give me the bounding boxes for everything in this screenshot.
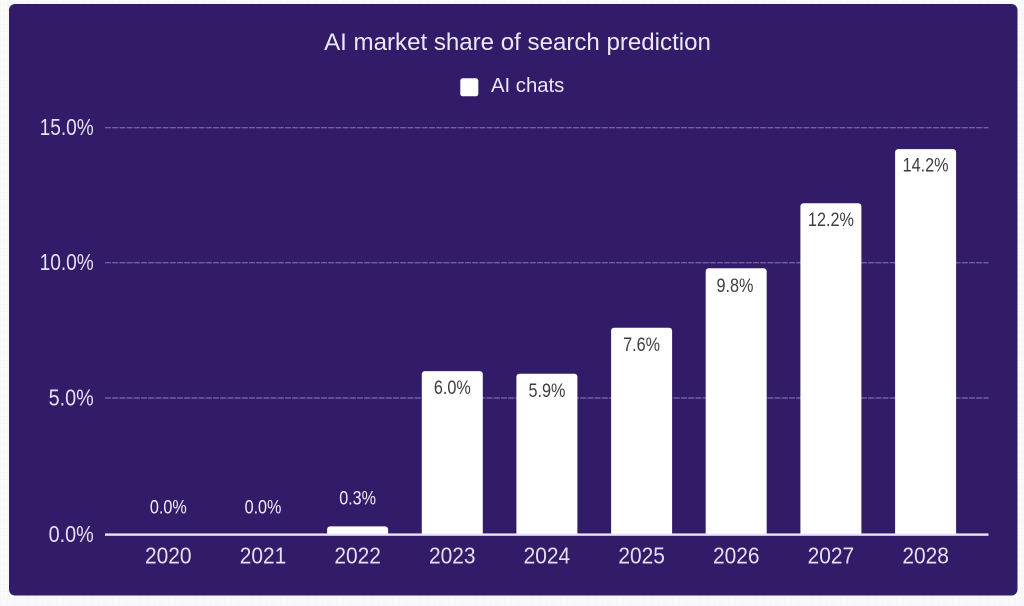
- svg-text:0.0%: 0.0%: [49, 521, 94, 547]
- svg-text:2021: 2021: [240, 542, 287, 568]
- svg-text:2026: 2026: [713, 542, 760, 568]
- svg-text:2020: 2020: [145, 542, 192, 568]
- svg-text:10.0%: 10.0%: [40, 250, 94, 275]
- svg-text:15.0%: 15.0%: [40, 115, 94, 140]
- svg-text:14.2%: 14.2%: [903, 154, 949, 176]
- svg-text:2028: 2028: [902, 542, 949, 568]
- svg-text:0.0%: 0.0%: [245, 496, 282, 518]
- svg-text:9.8%: 9.8%: [717, 274, 754, 296]
- svg-text:6.0%: 6.0%: [434, 377, 471, 399]
- svg-text:2025: 2025: [618, 542, 665, 568]
- svg-text:2024: 2024: [524, 542, 571, 568]
- svg-text:2023: 2023: [429, 542, 476, 568]
- svg-text:7.6%: 7.6%: [623, 333, 660, 355]
- svg-text:12.2%: 12.2%: [808, 209, 854, 231]
- svg-text:5.9%: 5.9%: [528, 379, 565, 401]
- svg-text:5.0%: 5.0%: [49, 385, 94, 411]
- svg-text:AI market share of search pred: AI market share of search prediction: [324, 29, 711, 56]
- svg-text:AI chats: AI chats: [491, 75, 564, 97]
- svg-text:0.3%: 0.3%: [339, 487, 376, 509]
- svg-text:2027: 2027: [808, 542, 855, 568]
- svg-text:0.0%: 0.0%: [150, 496, 187, 518]
- svg-text:2022: 2022: [334, 542, 381, 568]
